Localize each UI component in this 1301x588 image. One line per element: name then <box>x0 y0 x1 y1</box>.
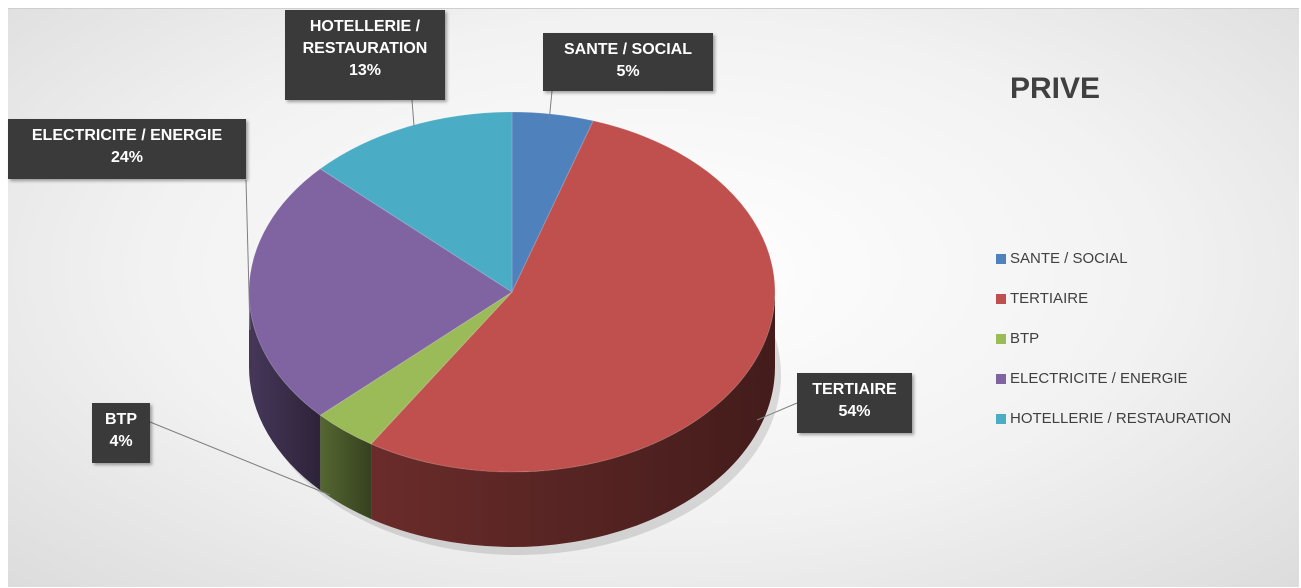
legend-swatch <box>996 333 1006 344</box>
data-label-value: 13% <box>348 62 382 79</box>
leader-line <box>548 90 553 123</box>
data-label-category: HOTELLERIE / RESTAURATION <box>302 18 428 57</box>
legend-label: BTP <box>1010 330 1040 347</box>
legend-label: TERTIAIRE <box>1010 290 1089 307</box>
data-label-category: SANTE / SOCIAL <box>563 41 692 58</box>
data-label: SANTE / SOCIAL 5% <box>543 33 713 91</box>
slice-side <box>371 292 775 547</box>
leader-line <box>245 179 251 331</box>
data-label-value: 24% <box>110 149 144 166</box>
leader-line <box>411 99 415 127</box>
slice-side <box>320 415 372 519</box>
leader-line <box>756 402 798 421</box>
slice <box>319 111 513 293</box>
slice <box>511 111 594 293</box>
data-label: ELECTRICITE / ENERGIE 24% <box>8 119 246 179</box>
legend-label: HOTELLERIE / RESTAURATION <box>1010 410 1232 427</box>
legend-item: TERTIAIRE <box>996 290 1088 307</box>
legend-swatch <box>996 293 1006 304</box>
slice <box>319 291 513 445</box>
legend-swatch <box>996 373 1006 384</box>
data-label-category: ELECTRICITE / ENERGIE <box>31 127 223 144</box>
data-label-value: 54% <box>838 403 871 420</box>
data-label-value: 4% <box>109 433 133 450</box>
slice <box>370 120 776 473</box>
legend-item: HOTELLERIE / RESTAURATION <box>996 410 1231 427</box>
legend-item: SANTE / SOCIAL <box>996 250 1128 267</box>
data-label-category: BTP <box>105 411 137 428</box>
data-label: HOTELLERIE / RESTAURATION 13% <box>285 10 445 100</box>
legend-item: ELECTRICITE / ENERGIE <box>996 370 1188 387</box>
leader-line <box>149 421 331 496</box>
legend-label: SANTE / SOCIAL <box>1010 250 1128 267</box>
legend-label: ELECTRICITE / ENERGIE <box>1010 370 1188 387</box>
data-label: BTP 4% <box>92 403 150 463</box>
slice-side <box>249 292 321 491</box>
chart-title: PRIVE <box>1010 72 1101 105</box>
data-label-category: TERTIAIRE <box>812 381 897 398</box>
legend-swatch <box>996 253 1006 264</box>
data-label-value: 5% <box>616 63 640 80</box>
data-label: TERTIAIRE 54% <box>797 373 912 433</box>
legend-swatch <box>996 413 1006 424</box>
legend-item: BTP <box>996 330 1039 347</box>
